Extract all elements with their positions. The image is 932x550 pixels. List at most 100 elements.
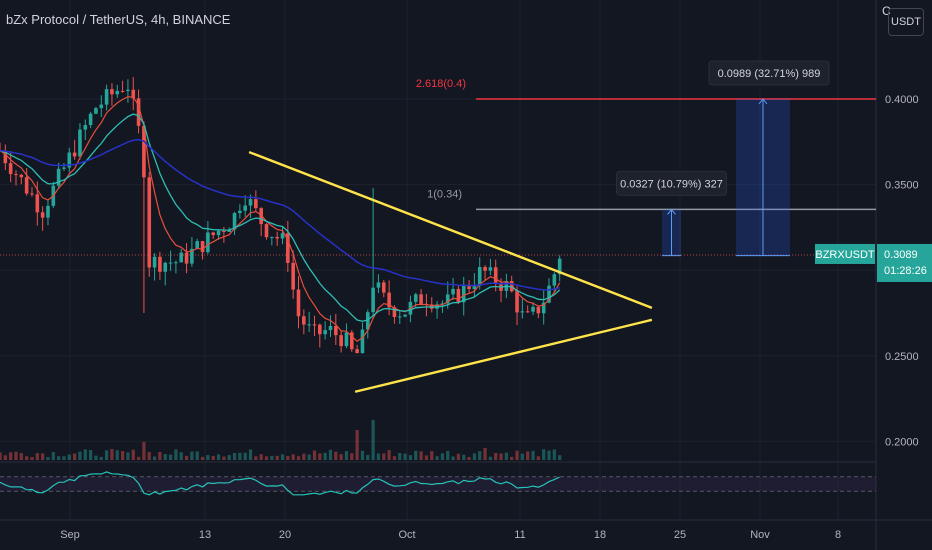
volume-bar xyxy=(41,453,45,460)
candle-body xyxy=(339,335,343,347)
volume-bar xyxy=(440,453,445,460)
candle-body xyxy=(419,294,423,304)
candle-body xyxy=(131,89,136,99)
candle-body xyxy=(509,281,514,292)
time-tick-label: 25 xyxy=(674,529,686,541)
volume-bar xyxy=(515,450,519,460)
volume-bar xyxy=(504,452,508,460)
volume-bar xyxy=(483,448,487,460)
volume-bar xyxy=(110,449,114,460)
volume-bar xyxy=(526,451,530,460)
candle-body xyxy=(547,285,551,303)
candle-body xyxy=(211,232,216,236)
candle-body xyxy=(552,274,557,286)
volume-bar xyxy=(536,456,540,460)
volume-bar xyxy=(328,449,333,460)
candle-body xyxy=(275,236,279,239)
candle-body xyxy=(8,163,13,175)
volume-bar xyxy=(403,453,407,460)
volume-bar xyxy=(94,455,98,460)
symbol-tag-label: BZRXUSDT xyxy=(815,249,875,261)
volume-bar xyxy=(19,453,23,460)
volume-bar xyxy=(142,442,146,460)
time-tick-label: Sep xyxy=(60,529,80,541)
volume-bar xyxy=(67,454,71,460)
fib-level-label: 1(0.34) xyxy=(427,188,462,200)
volume-bar xyxy=(238,452,242,460)
volume-bar xyxy=(312,450,317,460)
candle-body xyxy=(24,177,29,194)
candle-body xyxy=(174,262,178,264)
volume-bar xyxy=(472,453,476,460)
volume-bar xyxy=(307,454,311,460)
candle-body xyxy=(216,230,221,236)
candle-body xyxy=(14,174,18,176)
candle-body xyxy=(46,205,50,218)
target-label-text: 0.0327 (10.79%) 327 xyxy=(620,178,723,190)
candle-body xyxy=(392,307,397,318)
volume-bar xyxy=(57,456,61,460)
volume-bar xyxy=(152,456,157,460)
candle-body xyxy=(35,194,40,213)
candle-body xyxy=(541,302,546,314)
candle-body xyxy=(280,233,285,239)
ema-fast-line xyxy=(0,96,561,342)
volume-bar xyxy=(0,452,2,460)
currency-button[interactable]: USDT xyxy=(888,8,924,36)
triangle-upper-line xyxy=(248,150,653,309)
time-tick-label: 20 xyxy=(279,529,291,541)
volume-bar xyxy=(73,453,77,460)
time-tick-label: 8 xyxy=(835,529,841,541)
candle-body xyxy=(232,213,237,230)
volume-bar xyxy=(168,454,173,460)
volume-bar xyxy=(494,453,498,460)
candle-body xyxy=(190,248,194,264)
volume-bar xyxy=(243,452,247,460)
triangle-lower-line xyxy=(354,318,653,393)
volume-bar xyxy=(120,450,125,460)
time-tick-label: 18 xyxy=(594,529,606,541)
volume-bar xyxy=(35,453,39,460)
volume-bar xyxy=(216,454,221,460)
candle-body xyxy=(387,292,391,308)
volume-bar xyxy=(408,455,413,460)
volume-bar xyxy=(190,451,194,460)
volume-bar xyxy=(184,455,189,460)
price-tag-box xyxy=(877,243,932,282)
candle-body xyxy=(110,89,114,95)
candle-body xyxy=(557,258,562,275)
candle-body xyxy=(248,199,253,206)
candle-body xyxy=(83,125,88,130)
volume-bar xyxy=(115,450,119,460)
volume-bar xyxy=(227,454,231,460)
volume-bar xyxy=(51,452,55,460)
volume-bar xyxy=(424,455,429,460)
ema-slow-line xyxy=(0,138,560,291)
candle-body xyxy=(264,224,269,238)
volume-bar xyxy=(520,453,524,460)
volume-bar xyxy=(222,456,226,460)
volume-bar xyxy=(232,453,237,460)
candle-body xyxy=(62,167,66,169)
price-tag-value: 0.3089 xyxy=(884,249,918,261)
fib-level-label: 2.618(0.4) xyxy=(416,78,466,90)
candle-body xyxy=(365,312,370,330)
candle-body xyxy=(56,168,61,186)
volume-bar xyxy=(206,455,210,460)
volume-bar xyxy=(339,454,343,460)
volume-bar xyxy=(248,449,253,460)
volume-bar xyxy=(552,449,556,460)
candle-body xyxy=(515,291,519,313)
candle-body xyxy=(254,199,258,209)
candle-body xyxy=(238,210,242,214)
volume-bar xyxy=(302,453,306,460)
volume-bar xyxy=(158,451,162,460)
candle-body xyxy=(179,252,184,263)
candle-body xyxy=(168,262,173,264)
volume-bar xyxy=(3,455,7,460)
volume-bar xyxy=(99,456,103,460)
volume-bar xyxy=(25,456,29,460)
volume-bar xyxy=(270,455,274,460)
volume-bar xyxy=(254,456,258,460)
